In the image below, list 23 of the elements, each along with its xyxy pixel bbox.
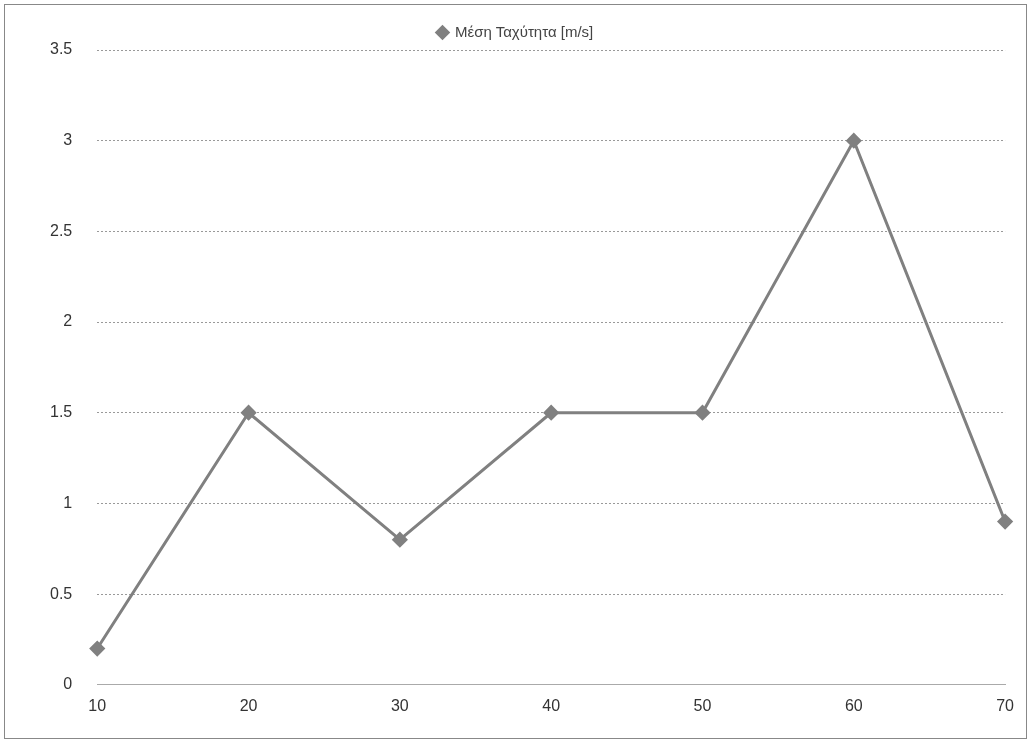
- x-tick-label: 30: [390, 696, 409, 714]
- point: [846, 133, 862, 149]
- point: [392, 532, 408, 548]
- x-tick-label: 70: [996, 696, 1015, 714]
- x-tick-label: 50: [693, 696, 712, 714]
- y-tick-label: 0.5: [49, 584, 73, 602]
- point: [89, 641, 105, 657]
- y-tick-label: 2: [63, 312, 73, 330]
- point: [543, 405, 559, 421]
- legend-label: Μέση Ταχύτητα [m/s]: [454, 22, 594, 40]
- x-tick-label: 10: [88, 696, 107, 714]
- y-tick-label: 3: [63, 131, 73, 149]
- point: [694, 405, 710, 421]
- y-tick-label: 0: [63, 675, 73, 693]
- point: [997, 514, 1013, 530]
- x-tick-label: 60: [844, 696, 863, 714]
- y-tick-label: 1.5: [49, 403, 73, 421]
- x-tick-label: 20: [239, 696, 258, 714]
- y-tick-label: 2.5: [49, 221, 73, 239]
- y-tick-label: 1: [63, 493, 73, 511]
- y-tick-label: 3.5: [49, 40, 73, 58]
- point: [241, 405, 257, 421]
- x-tick-label: 40: [542, 696, 561, 714]
